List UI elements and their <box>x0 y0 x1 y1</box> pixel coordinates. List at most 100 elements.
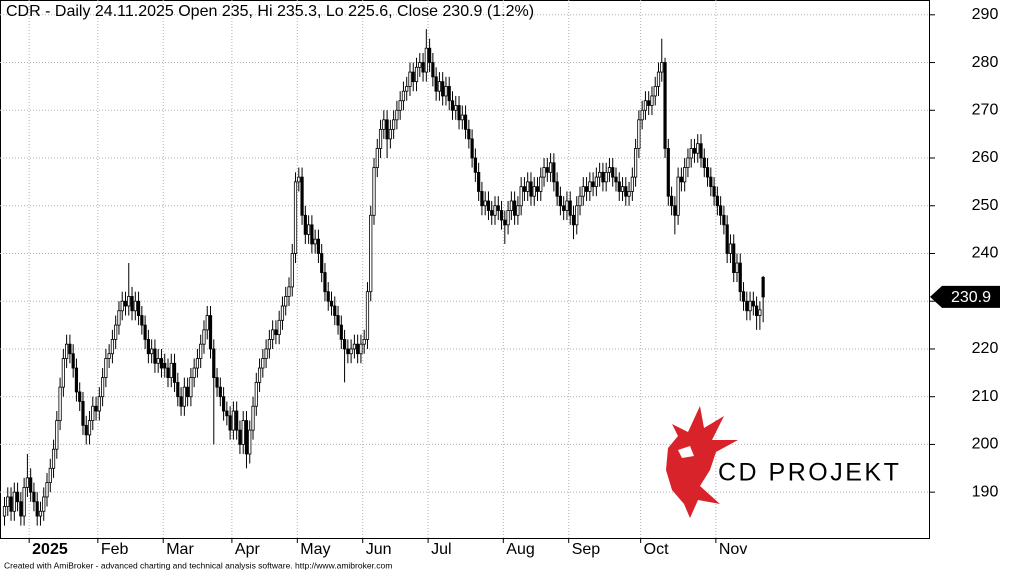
candle-body <box>679 176 683 183</box>
candle-body <box>349 348 353 355</box>
candle-body <box>19 501 23 517</box>
candle-body <box>699 143 703 159</box>
logo-text: CD PROJEKT <box>718 459 901 487</box>
candle-body <box>244 420 249 455</box>
candle-body <box>202 329 206 345</box>
candle-body <box>192 367 196 379</box>
candle-body <box>669 195 674 207</box>
candle-body <box>617 181 621 192</box>
candle-body <box>271 329 275 340</box>
candle-body <box>571 214 576 226</box>
candle-body <box>205 315 209 331</box>
candle-body <box>414 66 419 83</box>
candle-body <box>470 138 474 159</box>
candle-body <box>267 339 271 350</box>
candle-body <box>643 100 648 111</box>
candle-body <box>84 424 88 436</box>
candle-body <box>477 171 481 192</box>
candle-body <box>601 171 605 183</box>
candle-body <box>401 90 406 102</box>
candle-body <box>581 186 585 197</box>
candle-body <box>310 224 314 245</box>
candle-body <box>127 296 131 307</box>
candle-body <box>568 200 572 216</box>
candle-body <box>594 176 598 188</box>
candle-body <box>519 186 523 207</box>
candle-body <box>650 95 654 106</box>
candle-body <box>303 214 307 235</box>
candle-body <box>326 291 330 302</box>
candle-body <box>490 210 494 216</box>
candle-body <box>15 491 20 503</box>
candle-body <box>140 315 144 326</box>
candle-body <box>38 510 43 517</box>
candle-body <box>362 339 366 345</box>
candle-body <box>133 300 137 312</box>
candle-body <box>705 167 710 178</box>
candle-body <box>254 381 258 407</box>
candle-body <box>427 47 432 63</box>
candle-body <box>418 62 422 68</box>
candle-body <box>392 119 396 130</box>
candle-body <box>552 162 556 183</box>
candle-body <box>522 186 527 192</box>
candle-body <box>156 358 160 364</box>
candle-body <box>447 86 451 102</box>
candle-body <box>634 148 638 178</box>
candle-body <box>588 181 592 192</box>
candle-body <box>221 396 226 412</box>
candle-body <box>660 62 664 73</box>
candle-body <box>241 420 245 445</box>
candle-body <box>182 386 186 407</box>
candle-body <box>150 348 154 355</box>
candle-body <box>728 243 733 254</box>
candle-body <box>732 243 736 273</box>
candle-body <box>35 501 39 517</box>
candle-body <box>78 391 82 402</box>
candle-body <box>653 86 657 97</box>
candles <box>2 29 765 526</box>
candle-body <box>359 343 363 355</box>
candle-body <box>329 300 334 307</box>
candle-body <box>611 167 615 178</box>
candle-body <box>274 329 278 336</box>
candle-body <box>382 119 386 130</box>
candle-body <box>12 491 16 512</box>
candle-body <box>421 62 425 73</box>
y-tick-label: 190 <box>972 483 999 500</box>
candle-body <box>42 496 46 512</box>
y-tick-label: 280 <box>972 54 999 71</box>
candle-body <box>454 105 458 111</box>
candle-body <box>300 176 304 216</box>
candle-body <box>627 191 631 197</box>
candle-body <box>545 167 549 173</box>
candle-body <box>91 405 95 421</box>
x-tick-label: Aug <box>506 541 534 558</box>
candle-body <box>562 205 566 211</box>
candle-body <box>741 291 746 302</box>
candle-body <box>532 186 536 197</box>
candle-body <box>408 71 412 87</box>
candle-body <box>542 167 546 178</box>
candle-body <box>51 448 56 469</box>
candle-body <box>683 167 687 183</box>
candle-body <box>195 358 200 369</box>
candle-body <box>441 81 445 97</box>
candle-body <box>506 210 510 226</box>
candle-body <box>25 477 29 488</box>
logo: CD PROJEKT <box>666 406 901 518</box>
candle-body <box>55 420 59 450</box>
candle-body <box>535 186 540 192</box>
candle-body <box>342 339 347 350</box>
candle-body <box>467 128 471 140</box>
candle-body <box>159 358 164 369</box>
candle-body <box>539 176 543 192</box>
x-tick-label: Mar <box>166 541 194 558</box>
candle-body <box>333 305 337 316</box>
candle-body <box>630 176 634 192</box>
candle-body <box>666 148 670 197</box>
candle-body <box>313 238 317 245</box>
x-tick-label: May <box>300 541 330 558</box>
candle-body <box>199 343 203 359</box>
candle-body <box>411 71 415 83</box>
